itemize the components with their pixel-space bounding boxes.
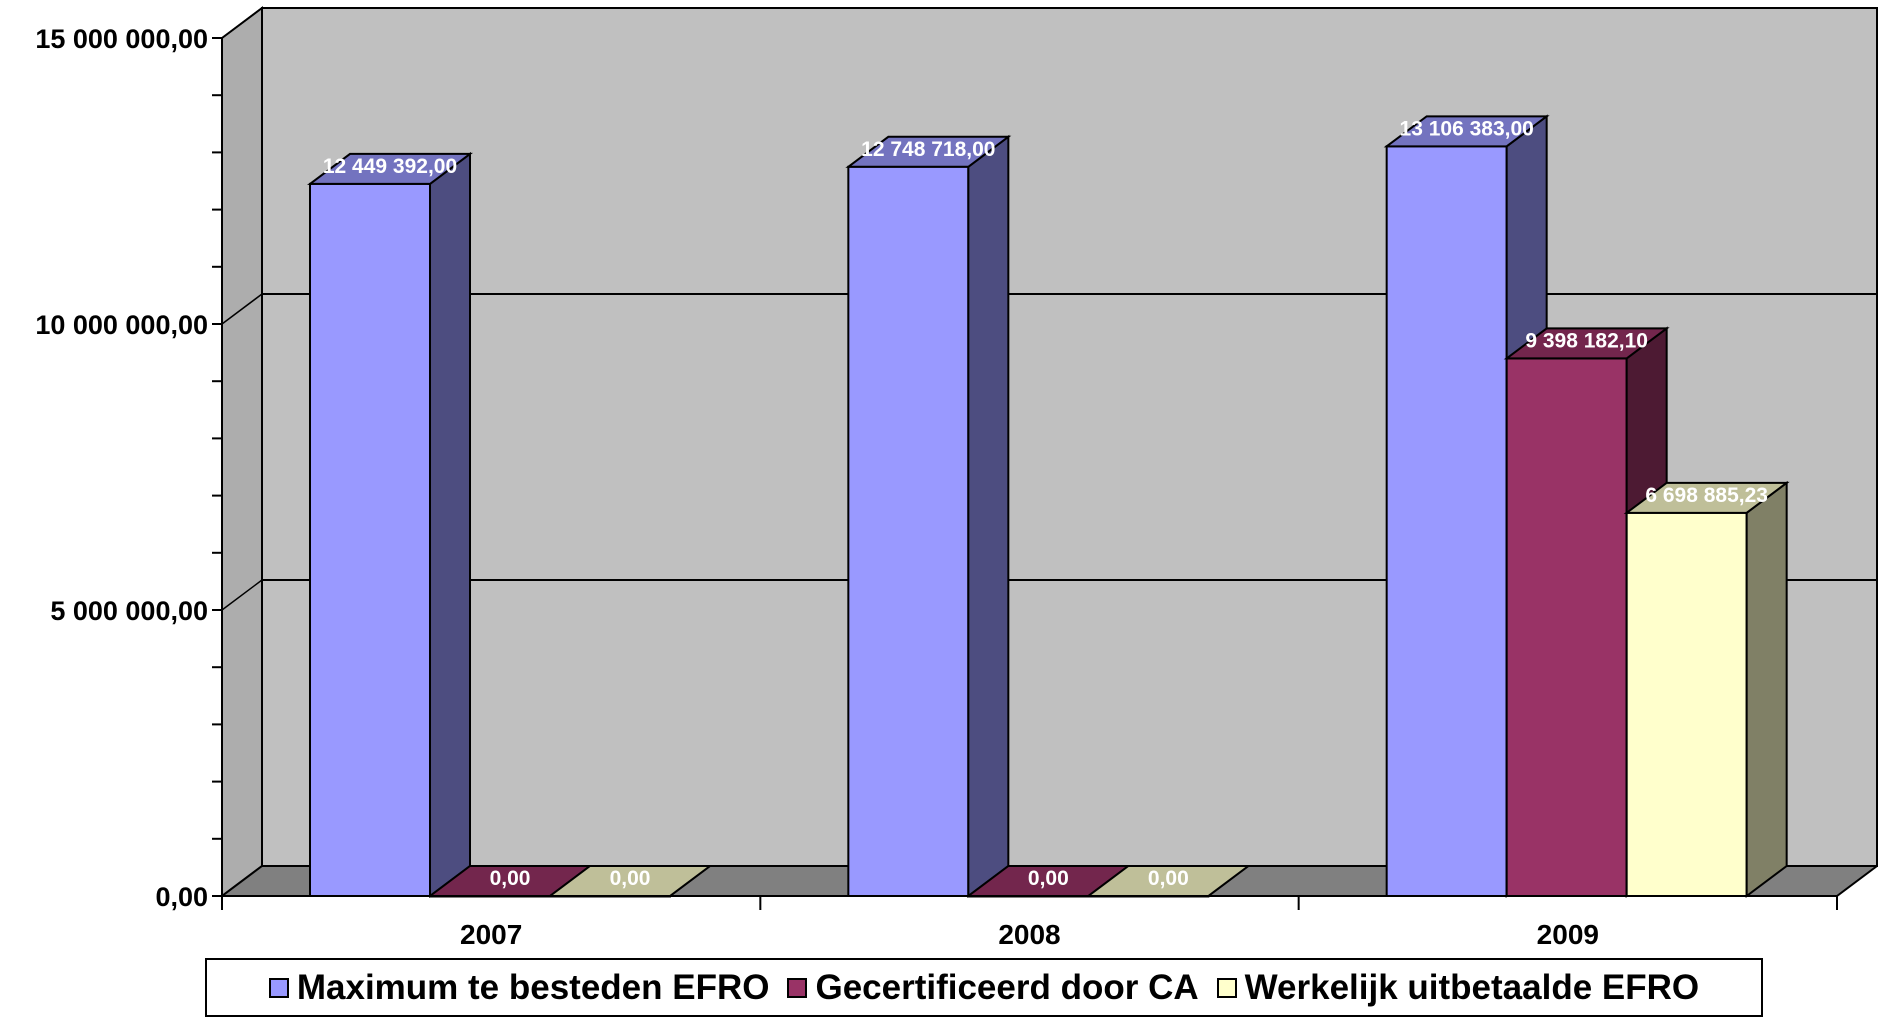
x-tick-label: 2007: [460, 919, 522, 950]
legend-swatch-max-efro: [268, 977, 289, 998]
bar-top: [1623, 481, 1790, 514]
bar-side: [967, 134, 1010, 898]
bar: [1385, 145, 1508, 898]
bar: [1625, 511, 1748, 898]
data-label: 12 748 718,00: [861, 138, 995, 161]
bar-top: [1085, 865, 1252, 897]
x-tick-label: 2008: [998, 919, 1060, 950]
bar: [847, 165, 970, 898]
legend-swatch-certified-ca: [787, 977, 808, 998]
bar: [1505, 357, 1628, 897]
gridline-side: [221, 293, 263, 325]
bar-side: [1745, 480, 1788, 898]
legend-item-max-efro: Maximum te besteden EFRO: [268, 967, 770, 1008]
data-label: 13 106 383,00: [1400, 117, 1534, 140]
legend-item-certified-ca: Gecertificeerd door CA: [787, 967, 1199, 1008]
data-label: 0,00: [1148, 867, 1189, 890]
bar: [309, 182, 431, 897]
data-label: 0,00: [1028, 867, 1069, 890]
bar-top: [845, 135, 1012, 168]
y-tick-label: 15 000 000,00: [35, 24, 208, 54]
data-label: 12 449 392,00: [323, 155, 457, 178]
data-label: 0,00: [610, 867, 651, 890]
y-tick-label: 5 000 000,00: [50, 596, 208, 626]
y-tick-label: 0,00: [155, 882, 208, 912]
legend: Maximum te besteden EFRO Gecertificeerd …: [205, 958, 1763, 1017]
x-tick-label: 2009: [1537, 919, 1599, 950]
data-label: 0,00: [490, 867, 531, 890]
legend-label-max-efro: Maximum te besteden EFRO: [296, 967, 770, 1007]
bar-top: [307, 152, 473, 185]
legend-swatch-paid-efro: [1216, 977, 1237, 998]
gridline-side: [221, 579, 263, 611]
bar-top: [547, 865, 713, 897]
data-label: 6 698 885,23: [1645, 484, 1768, 507]
bar-top: [1383, 115, 1550, 148]
legend-item-paid-efro: Werkelijk uitbetaalde EFRO: [1216, 967, 1700, 1008]
side-wall: [221, 6, 263, 898]
y-tick-label: 10 000 000,00: [35, 310, 208, 340]
data-label: 9 398 182,10: [1525, 329, 1648, 352]
legend-label-certified-ca: Gecertificeerd door CA: [815, 967, 1199, 1007]
bar-side: [429, 151, 471, 898]
gridline-side: [221, 7, 263, 39]
bar-top: [1503, 327, 1670, 360]
legend-label-paid-efro: Werkelijk uitbetaalde EFRO: [1244, 967, 1700, 1007]
